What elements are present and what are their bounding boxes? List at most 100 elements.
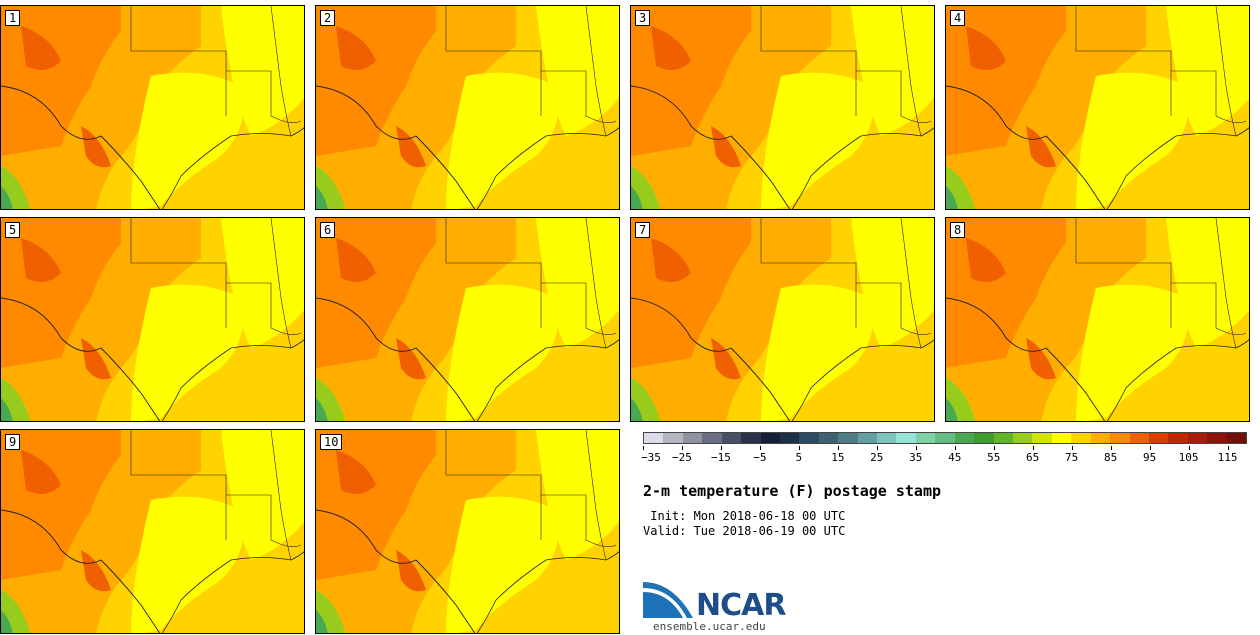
colorbar-swatch xyxy=(1129,433,1149,443)
panel-label: 4 xyxy=(950,10,966,26)
colorbar-swatch xyxy=(818,433,839,443)
valid-time: Valid: Tue 2018-06-19 00 UTC xyxy=(643,524,846,538)
colorbar-tick xyxy=(1110,446,1112,450)
colorbar-swatch xyxy=(974,433,994,443)
colorbar-tick-label: 5 xyxy=(795,451,803,464)
colorbar-swatch xyxy=(1032,433,1052,443)
panel-4: 4 xyxy=(945,5,1250,210)
panel-1: 1 xyxy=(0,5,305,210)
panel-6: 6 xyxy=(315,217,620,422)
panel-label: 8 xyxy=(950,222,966,238)
logo-text: NCAR xyxy=(696,588,786,623)
site-url: ensemble.ucar.edu xyxy=(653,620,766,633)
colorbar-swatch xyxy=(1207,433,1227,443)
colorbar-tick-label: 115 xyxy=(1217,451,1238,464)
temperature-map xyxy=(1,218,304,421)
colorbar-tick-label: 45 xyxy=(948,451,962,464)
temperature-map xyxy=(631,6,934,209)
colorbar-swatch xyxy=(702,433,722,443)
colorbar-ticks: −35 −25 −15 −5 5 15 25 35 45 55 65 75 85 95 105 115 xyxy=(641,446,1247,466)
colorbar-tick xyxy=(681,446,683,450)
colorbar-swatch xyxy=(760,433,780,443)
panel-2: 2 xyxy=(315,5,620,210)
panel-label: 10 xyxy=(320,434,343,450)
colorbar-swatch xyxy=(877,433,897,443)
colorbar-tick xyxy=(1227,446,1229,450)
colorbar-swatch xyxy=(1090,433,1111,443)
colorbar-swatch xyxy=(1071,433,1091,443)
colorbar-tick-label: 75 xyxy=(1065,451,1079,464)
panel-5: 5 xyxy=(0,217,305,422)
colorbar-tick xyxy=(1149,446,1151,450)
temperature-map xyxy=(316,218,619,421)
panel-10: 10 xyxy=(315,429,620,634)
colorbar-swatch xyxy=(1013,433,1033,443)
temperature-map xyxy=(946,218,1249,421)
temperature-map xyxy=(1,430,304,633)
colorbar-tick-label: 105 xyxy=(1178,451,1199,464)
temperature-map xyxy=(631,218,934,421)
colorbar-tick-label: 95 xyxy=(1142,451,1157,464)
colorbar-swatch xyxy=(857,433,878,443)
colorbar-tick xyxy=(759,446,761,450)
panel-label: 1 xyxy=(5,10,21,26)
init-time: Init: Mon 2018-06-18 00 UTC xyxy=(643,509,846,523)
temperature-map xyxy=(946,6,1249,209)
temperature-map xyxy=(1,6,304,209)
temperature-map xyxy=(316,430,619,633)
colorbar-swatch xyxy=(1187,433,1208,443)
panel-9: 9 xyxy=(0,429,305,634)
colorbar-swatch xyxy=(682,433,703,443)
colorbar-tick-label: −35 xyxy=(641,451,661,464)
chart-title: 2-m temperature (F) postage stamp xyxy=(643,482,942,500)
colorbar-tick xyxy=(1071,446,1073,450)
colorbar-tick xyxy=(798,446,800,450)
panel-label: 3 xyxy=(635,10,651,26)
panel-label: 2 xyxy=(320,10,336,26)
colorbar-swatch xyxy=(1168,433,1188,443)
colorbar-tick-label: 35 xyxy=(909,451,923,464)
colorbar-swatch xyxy=(721,433,742,443)
colorbar-tick xyxy=(993,446,995,450)
colorbar-swatch xyxy=(838,433,858,443)
colorbar-swatch xyxy=(1051,433,1072,443)
colorbar-tick-label: −5 xyxy=(753,451,767,464)
panel-3: 3 xyxy=(630,5,935,210)
ncar-logo-icon xyxy=(643,582,693,618)
colorbar-swatch xyxy=(1226,433,1247,443)
colorbar-swatch xyxy=(644,433,664,443)
colorbar-tick-label: 25 xyxy=(870,451,884,464)
colorbar-tick xyxy=(1032,446,1034,450)
colorbar-swatch xyxy=(896,433,916,443)
colorbar-swatch xyxy=(954,433,975,443)
time-info: Init: Mon 2018-06-18 00 UTC Valid: Tue 2… xyxy=(643,509,845,539)
temperature-colorbar xyxy=(643,432,1247,444)
colorbar-tick xyxy=(954,446,956,450)
colorbar-tick-label: 15 xyxy=(831,451,845,464)
panel-8: 8 xyxy=(945,217,1250,422)
colorbar-tick xyxy=(1188,446,1190,450)
colorbar-swatch xyxy=(915,433,936,443)
colorbar-swatch xyxy=(799,433,819,443)
colorbar-tick-label: 55 xyxy=(987,451,1001,464)
colorbar-tick xyxy=(915,446,917,450)
panel-label: 5 xyxy=(5,222,21,238)
panel-label: 7 xyxy=(635,222,651,238)
colorbar-tick-label: −15 xyxy=(710,451,731,464)
colorbar-tick xyxy=(643,446,644,450)
colorbar-tick-label: 85 xyxy=(1103,451,1118,464)
colorbar-swatch xyxy=(663,433,683,443)
panel-label: 9 xyxy=(5,434,21,450)
colorbar-tick xyxy=(876,446,878,450)
colorbar-swatch xyxy=(935,433,955,443)
colorbar-tick xyxy=(837,446,839,450)
colorbar-swatch xyxy=(779,433,800,443)
colorbar-swatch xyxy=(1148,433,1169,443)
colorbar-swatch xyxy=(1110,433,1130,443)
colorbar-tick-label: −25 xyxy=(672,451,692,464)
colorbar-tick xyxy=(720,446,722,450)
colorbar-swatch xyxy=(993,433,1014,443)
panel-label: 6 xyxy=(320,222,336,238)
panel-7: 7 xyxy=(630,217,935,422)
colorbar-swatch xyxy=(741,433,761,443)
